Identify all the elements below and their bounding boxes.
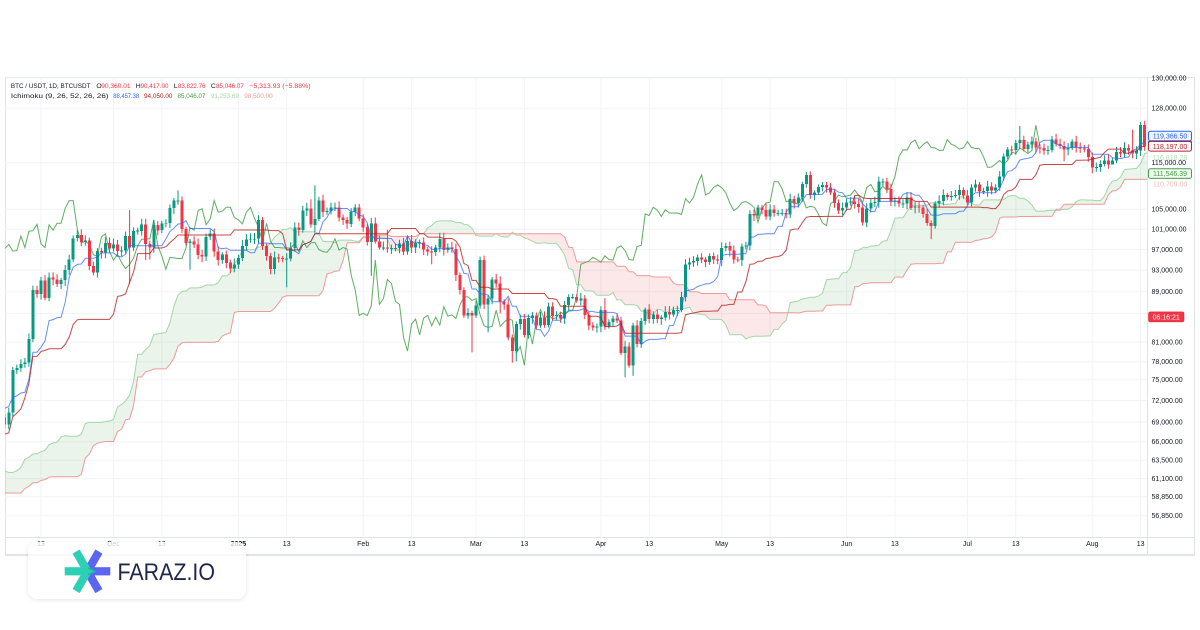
svg-text:BTC / USDT, 1D, BTCUSDT: BTC / USDT, 1D, BTCUSDT bbox=[11, 83, 91, 90]
svg-text:83,822.76: 83,822.76 bbox=[178, 83, 206, 90]
svg-text:−5,313.93 (−5.88%): −5,313.93 (−5.88%) bbox=[249, 83, 310, 90]
svg-text:O: O bbox=[96, 83, 101, 90]
svg-text:56,850.00: 56,850.00 bbox=[1152, 513, 1183, 520]
svg-text:63,500.00: 63,500.00 bbox=[1152, 458, 1183, 465]
svg-text:78,000.00: 78,000.00 bbox=[1152, 359, 1183, 366]
svg-text:119,366.50: 119,366.50 bbox=[1153, 134, 1188, 141]
svg-text:13: 13 bbox=[891, 541, 899, 548]
svg-text:98,500.00: 98,500.00 bbox=[244, 93, 273, 100]
svg-text:Feb: Feb bbox=[357, 541, 369, 548]
svg-text:90,417.00: 90,417.00 bbox=[141, 83, 169, 90]
svg-text:111,546.39: 111,546.39 bbox=[1153, 171, 1187, 178]
svg-text:Jul: Jul bbox=[963, 541, 972, 548]
svg-text:13: 13 bbox=[645, 541, 653, 548]
svg-text:115,000.00: 115,000.00 bbox=[1152, 160, 1187, 167]
svg-text:13: 13 bbox=[521, 541, 529, 548]
svg-text:61,100.00: 61,100.00 bbox=[1152, 476, 1183, 483]
svg-text:90,360.01: 90,360.01 bbox=[101, 83, 131, 90]
svg-text:13: 13 bbox=[283, 541, 291, 548]
svg-text:101,000.00: 101,000.00 bbox=[1152, 227, 1187, 234]
svg-text:Aug: Aug bbox=[1086, 541, 1099, 548]
svg-text:72,000.00: 72,000.00 bbox=[1152, 398, 1183, 405]
svg-text:110,709.00: 110,709.00 bbox=[1153, 182, 1188, 189]
svg-text:81,000.00: 81,000.00 bbox=[1152, 340, 1183, 347]
svg-text:May: May bbox=[715, 541, 729, 548]
svg-text:85,046.07: 85,046.07 bbox=[216, 83, 244, 90]
svg-text:118,197.00: 118,197.00 bbox=[1153, 144, 1188, 151]
svg-text:06:16:21: 06:16:21 bbox=[1153, 314, 1180, 321]
svg-text:116,818.28: 116,818.28 bbox=[1153, 155, 1188, 162]
svg-text:L: L bbox=[174, 83, 178, 90]
svg-text:93,000.00: 93,000.00 bbox=[1152, 268, 1183, 275]
svg-text:Jun: Jun bbox=[841, 541, 852, 548]
svg-text:85,046.07: 85,046.07 bbox=[178, 93, 206, 100]
svg-text:69,000.00: 69,000.00 bbox=[1152, 420, 1183, 427]
svg-text:128,000.00: 128,000.00 bbox=[1152, 106, 1187, 113]
svg-text:89,000.00: 89,000.00 bbox=[1152, 289, 1183, 296]
svg-text:58,850.00: 58,850.00 bbox=[1152, 494, 1183, 501]
svg-text:75,000.00: 75,000.00 bbox=[1152, 377, 1183, 384]
svg-text:H: H bbox=[136, 83, 141, 90]
svg-text:130,000.00: 130,000.00 bbox=[1152, 75, 1187, 82]
svg-text:13: 13 bbox=[1137, 541, 1145, 548]
svg-text:91,253.69: 91,253.69 bbox=[211, 93, 239, 100]
svg-text:Apr: Apr bbox=[595, 541, 607, 548]
svg-text:105,000.00: 105,000.00 bbox=[1152, 207, 1187, 214]
svg-text:13: 13 bbox=[766, 541, 774, 548]
svg-text:13: 13 bbox=[1012, 541, 1020, 548]
svg-text:94,050.00: 94,050.00 bbox=[144, 93, 173, 100]
svg-text:C: C bbox=[211, 83, 216, 90]
svg-text:88,457.38: 88,457.38 bbox=[113, 93, 139, 100]
svg-text:Ichimoku (9, 26, 52, 26, 26): Ichimoku (9, 26, 52, 26, 26) bbox=[11, 93, 109, 100]
svg-text:13: 13 bbox=[408, 541, 416, 548]
svg-text:Mar: Mar bbox=[470, 541, 483, 548]
svg-text:97,000.00: 97,000.00 bbox=[1152, 247, 1183, 254]
svg-text:FARAZ.IO: FARAZ.IO bbox=[118, 559, 216, 586]
svg-text:66,000.00: 66,000.00 bbox=[1152, 439, 1183, 446]
